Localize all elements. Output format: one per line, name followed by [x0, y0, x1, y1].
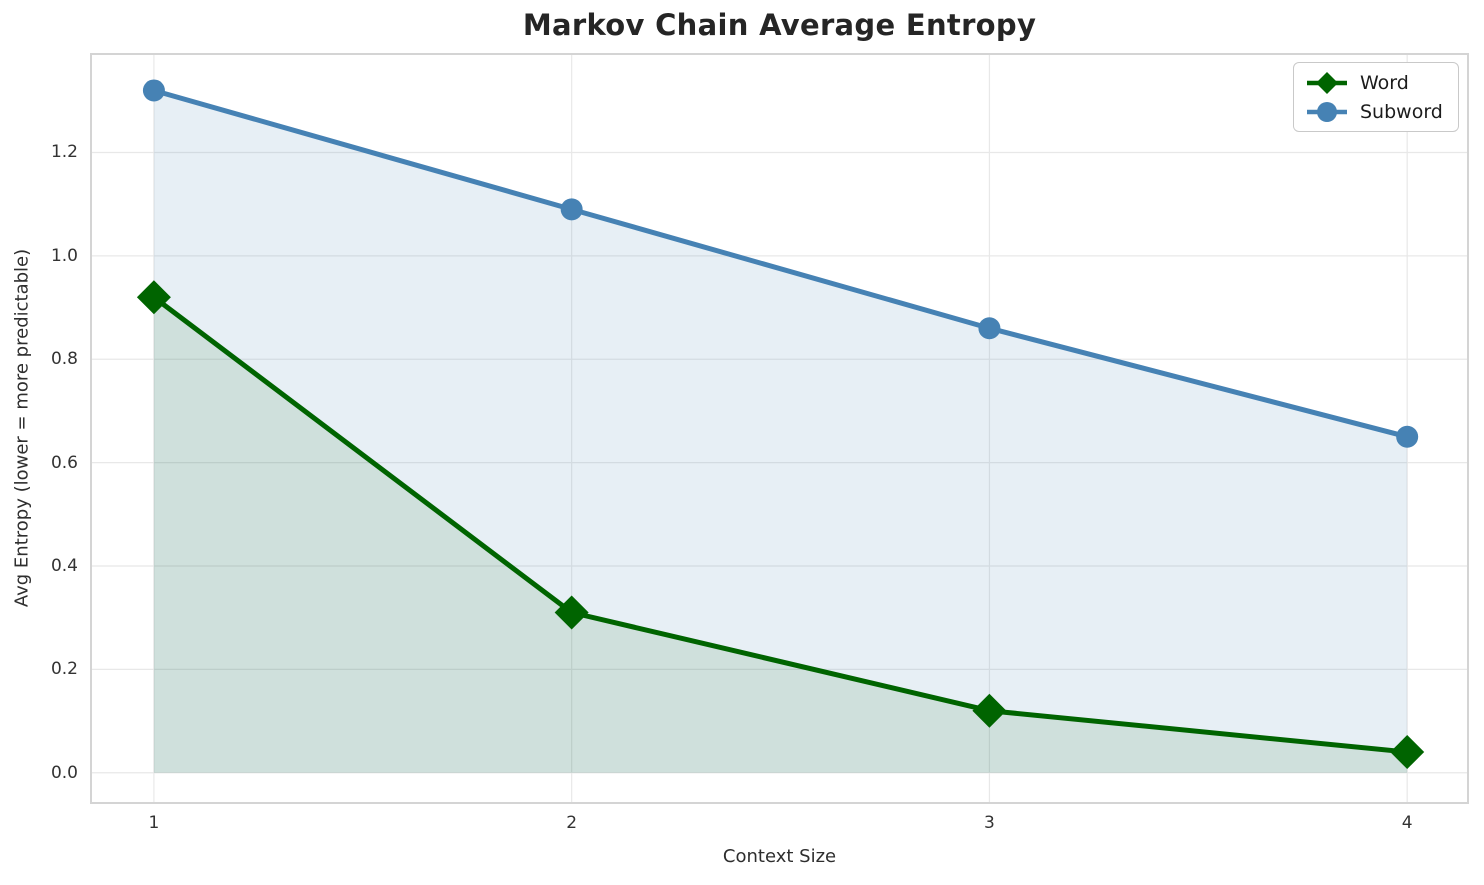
plot-area	[90, 53, 1469, 804]
chart-title: Markov Chain Average Entropy	[522, 8, 1037, 42]
word-marker	[1390, 735, 1425, 770]
x-tick-label: 1	[148, 813, 160, 833]
legend-item-subword: Subword	[1304, 98, 1448, 125]
subword-marker	[142, 79, 165, 102]
x-tick-label: 2	[566, 813, 578, 833]
y-tick-label: 1.2	[50, 142, 78, 163]
y-tick-label: 0.0	[50, 762, 78, 783]
y-tick-label: 0.2	[50, 659, 78, 680]
subword-area	[153, 90, 1408, 773]
word-marker	[972, 693, 1007, 728]
legend: Word Subword	[1293, 62, 1459, 132]
word-marker	[136, 280, 171, 315]
word-area	[153, 297, 1408, 773]
plot-svg	[90, 53, 1469, 804]
plot-border	[90, 53, 1469, 804]
circle-icon	[1307, 101, 1347, 122]
y-tick-label: 0.6	[50, 452, 78, 473]
subword-marker	[560, 198, 583, 221]
legend-label-word: Word	[1360, 71, 1409, 94]
x-tick-label: 4	[1401, 813, 1413, 833]
subword-line	[151, 87, 1410, 440]
x-tick-label: 3	[983, 813, 995, 833]
x-axis-label: Context Size	[722, 846, 837, 867]
word-marker	[554, 595, 589, 630]
word-line	[151, 294, 1410, 755]
y-axis-label: Avg Entropy (lower = more predictable)	[11, 248, 33, 608]
subword-marker	[978, 317, 1001, 340]
y-tick-label: 1.0	[50, 245, 78, 266]
y-tick-label: 0.4	[50, 555, 78, 576]
y-tick-label: 0.8	[50, 349, 78, 370]
legend-item-word: Word	[1304, 69, 1448, 96]
legend-label-subword: Subword	[1360, 100, 1443, 123]
subword-marker	[1396, 425, 1419, 448]
diamond-icon	[1307, 71, 1347, 94]
